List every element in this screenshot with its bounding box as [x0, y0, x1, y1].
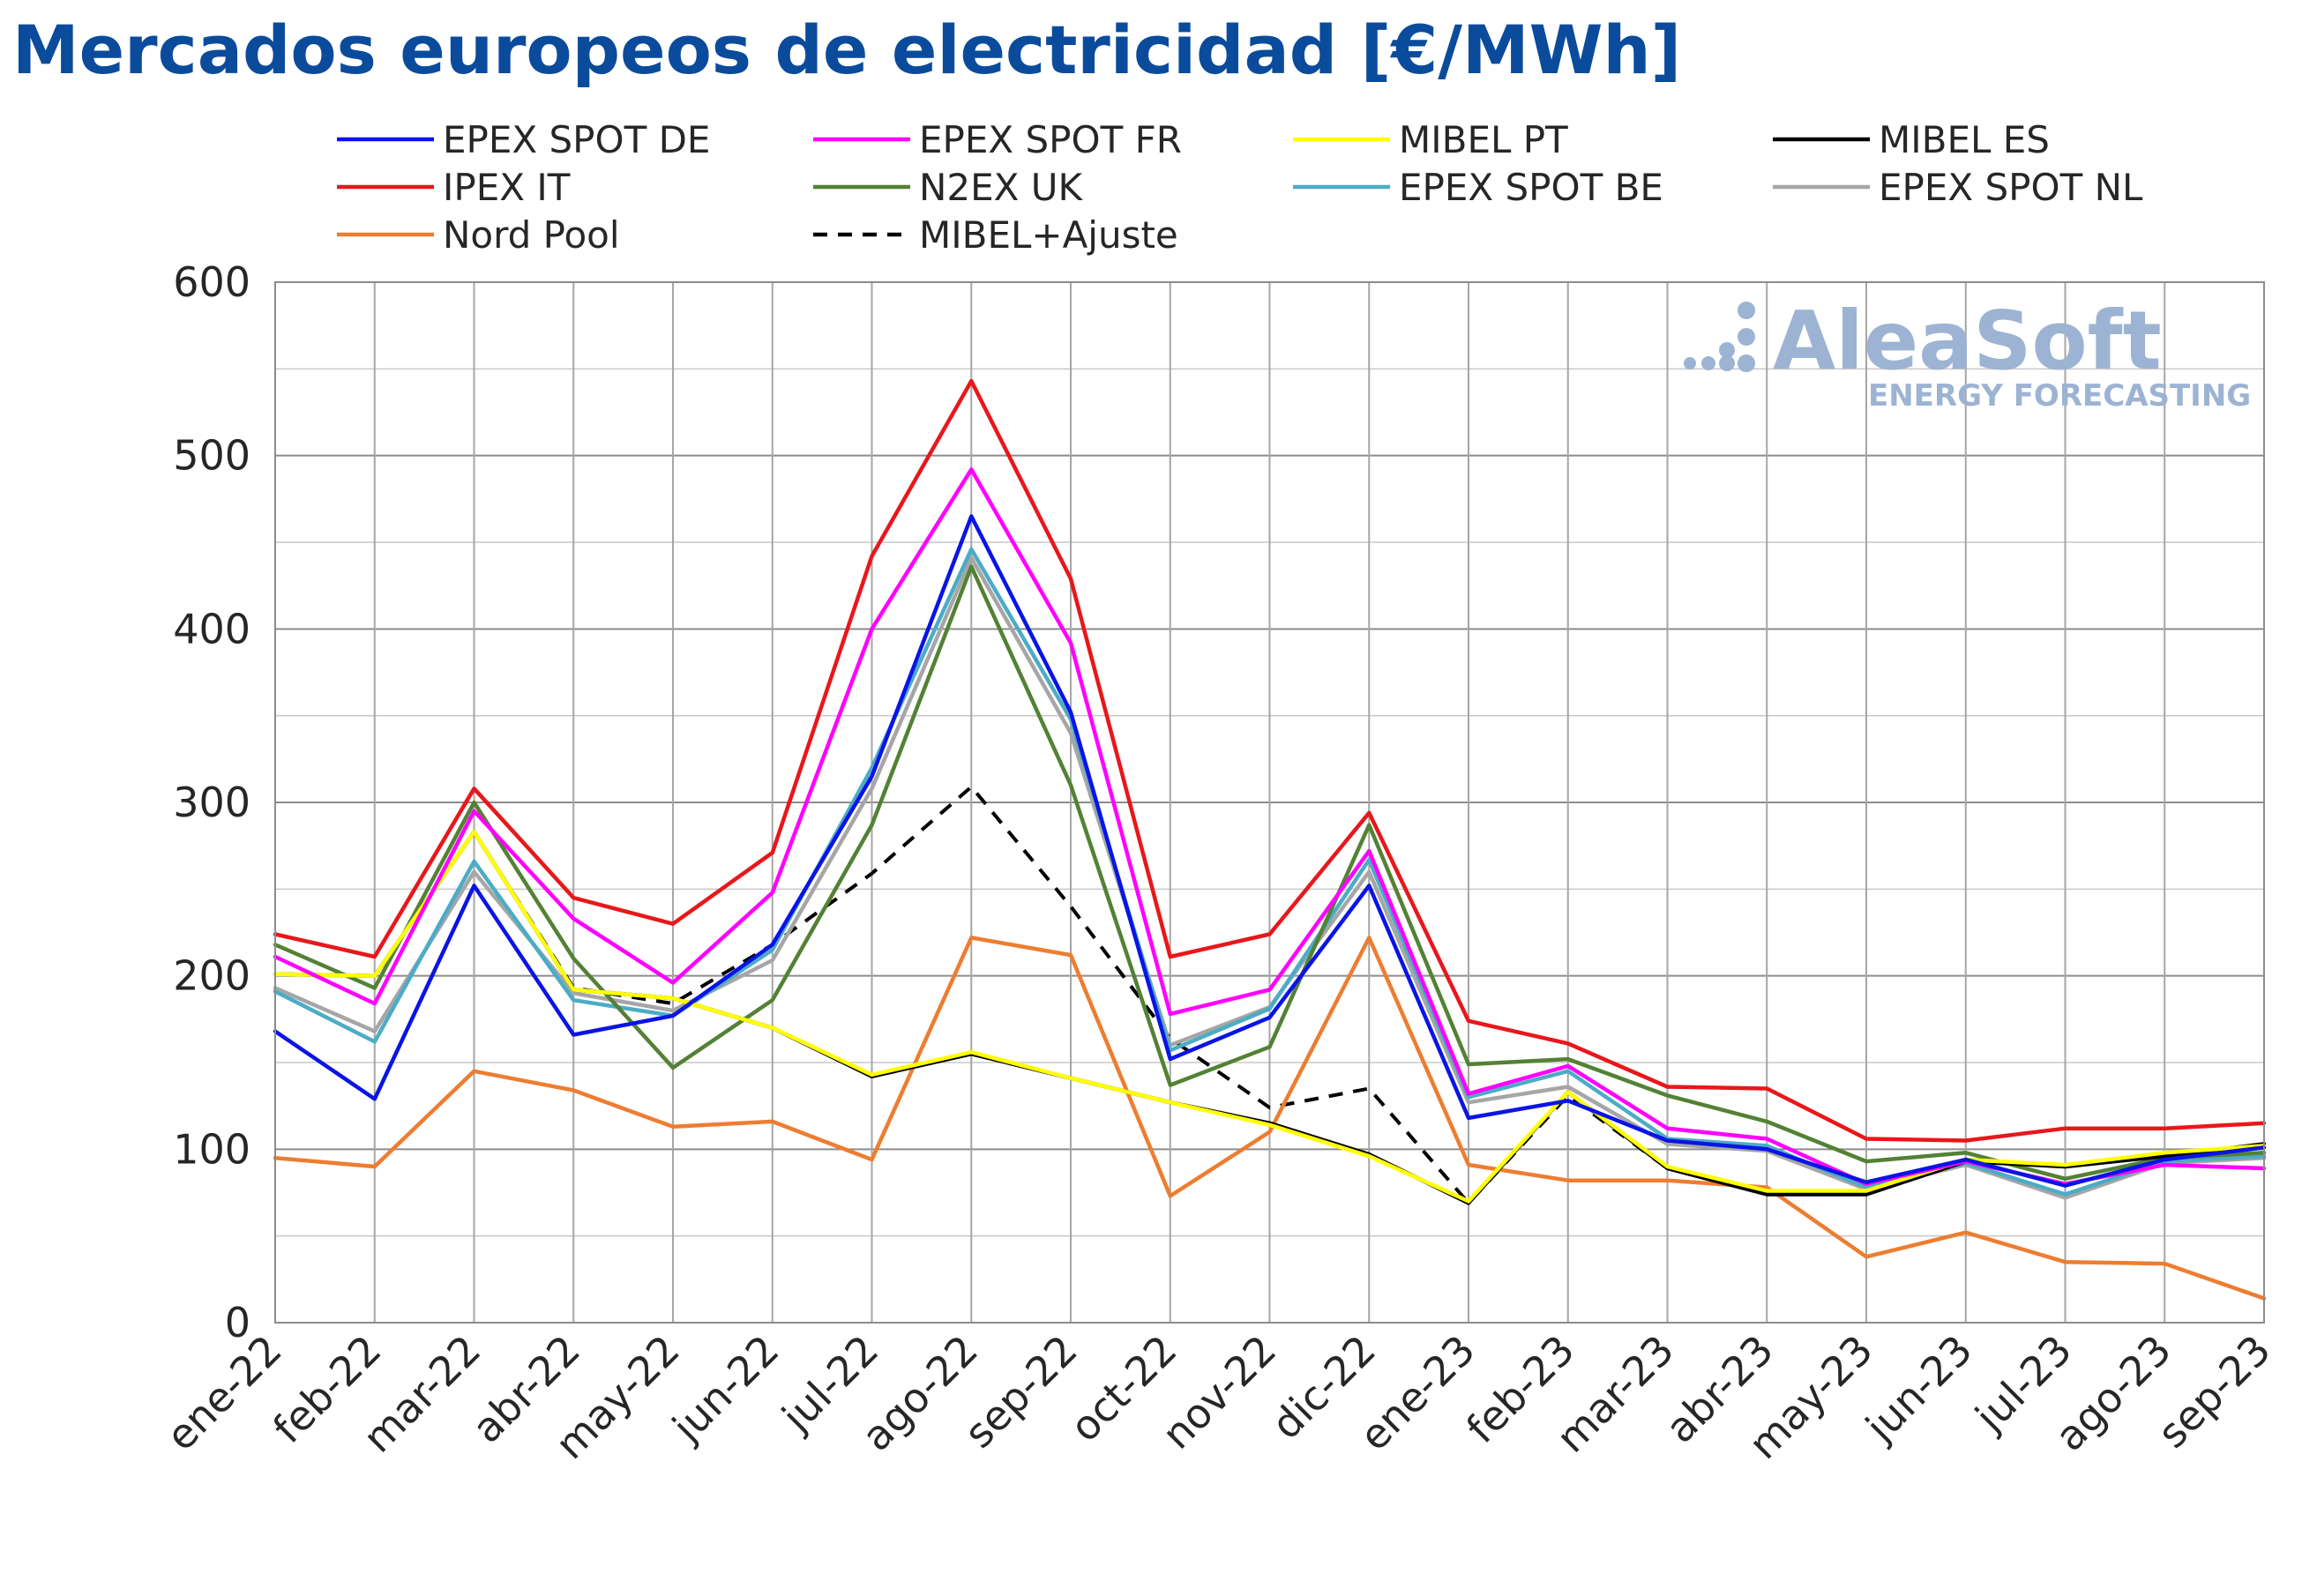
logo-dot — [1719, 342, 1735, 358]
legend-label: EPEX SPOT NL — [1879, 166, 2143, 209]
series-line-epex-spot-de — [273, 514, 2267, 1188]
series-line-ipex-it — [273, 378, 2267, 1143]
legend-label: N2EX UK — [919, 166, 1084, 209]
x-tick-label: nov-22 — [1153, 1326, 1285, 1458]
y-tick-label: 0 — [225, 1299, 250, 1346]
logo-dot — [1719, 355, 1735, 371]
logo-dot — [1701, 356, 1715, 370]
aleasoft-logo: AleaSoft ENERGY FORECASTING — [1684, 294, 2251, 414]
x-tick-label: jun-23 — [1856, 1326, 1981, 1451]
series-line-nord-pool — [273, 936, 2267, 1301]
logo-tagline-text: ENERGY FORECASTING — [1868, 378, 2251, 414]
y-tick-label: 300 — [173, 779, 250, 826]
series-line-n2ex-uk — [273, 564, 2267, 1182]
legend-label: Nord Pool — [443, 213, 620, 257]
series-lines — [273, 378, 2267, 1301]
logo-dot — [1684, 357, 1696, 369]
y-tick-label: 600 — [173, 258, 250, 306]
y-tick-label: 500 — [173, 432, 250, 480]
series-line-mibel-ajuste — [274, 785, 2265, 1205]
legend-label: IPEX IT — [443, 166, 571, 209]
y-tick-label: 200 — [173, 952, 250, 1000]
logo-brand-text: AleaSoft — [1773, 294, 2162, 388]
legend-label: EPEX SPOT BE — [1399, 166, 1663, 209]
x-tick-label: sep-22 — [955, 1326, 1087, 1458]
y-tick-label: 400 — [173, 605, 250, 653]
page-title: Mercados europeos de electricidad [€/MWh… — [12, 11, 1682, 89]
x-tick-label: sep-23 — [2149, 1326, 2280, 1458]
legend: EPEX SPOT DE EPEX SPOT FR MIBEL PT MIBEL ES… — [337, 118, 2143, 257]
legend-label: EPEX SPOT FR — [919, 118, 1182, 161]
legend-label: EPEX SPOT DE — [443, 118, 710, 161]
legend-label: MIBEL PT — [1399, 118, 1568, 161]
grid — [274, 281, 2265, 1324]
dots-logo-icon — [1684, 302, 1755, 372]
logo-dot — [1738, 354, 1755, 372]
y-tick-label: 100 — [173, 1125, 250, 1173]
legend-label: MIBEL+Ajuste — [919, 213, 1178, 257]
plot-frame — [274, 281, 2265, 1324]
legend-label: MIBEL ES — [1879, 118, 2050, 161]
x-tick-label: jun-22 — [662, 1326, 788, 1451]
logo-dot — [1738, 328, 1755, 346]
logo-dot — [1738, 302, 1755, 319]
